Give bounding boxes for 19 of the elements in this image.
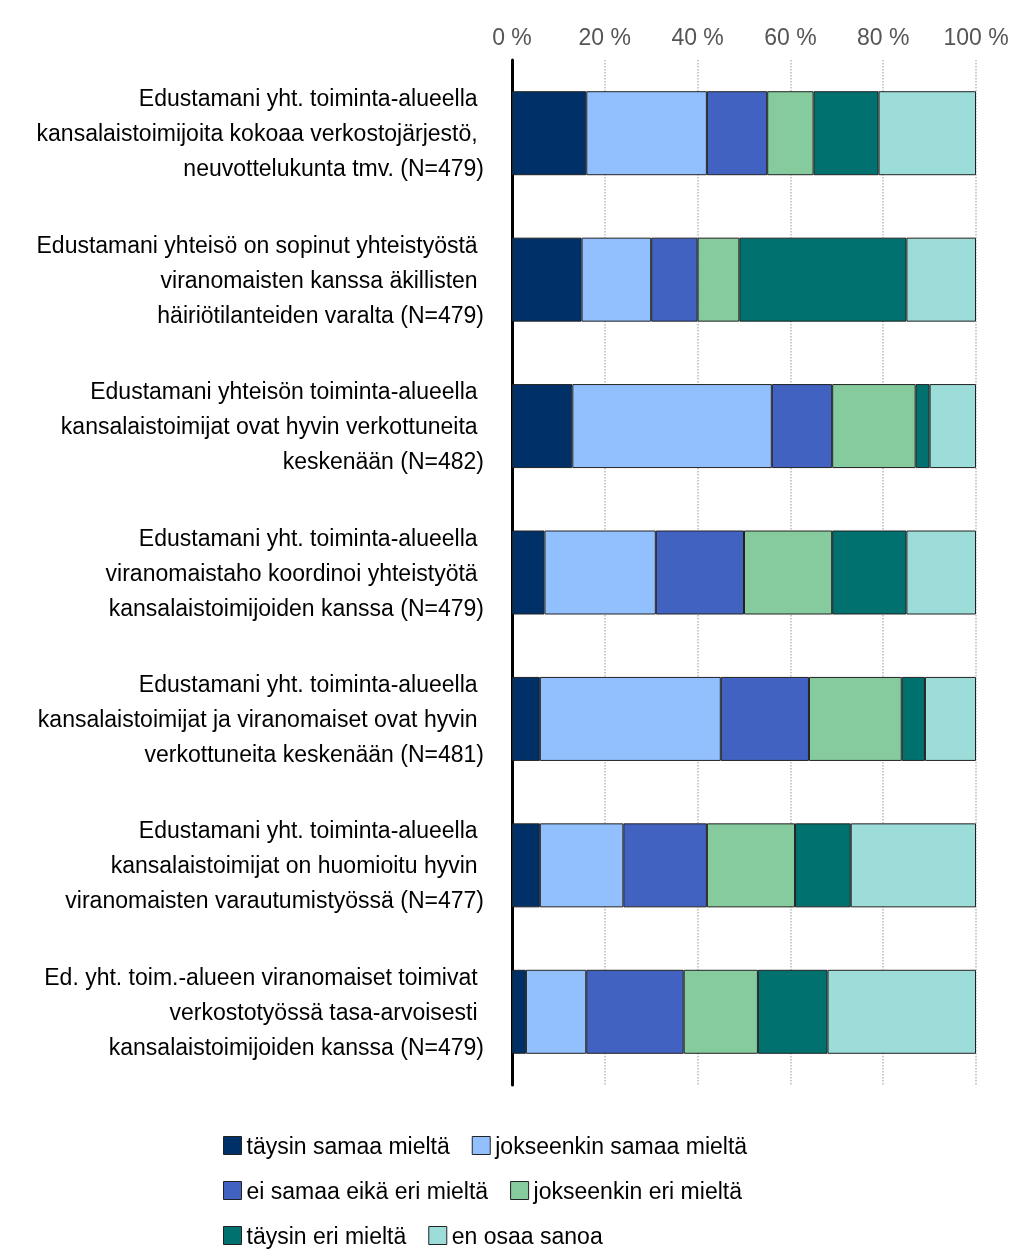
y-tick-label: Edustamani yht. toiminta-alueella kansalaistoimijat on huomioitu hyvin viranomaisten varautumistyössä (N=477) <box>65 817 484 914</box>
y-tick-label: Edustamani yhteisö on sopinut yhteistyöstä viranomaisten kanssa äkillisten häiriötilanteiden varalta (N=479) <box>36 231 484 328</box>
legend-label: en osaa sanoa <box>451 1222 603 1249</box>
x-tick-label: 60 % <box>764 23 817 50</box>
x-tick-label: 80 % <box>856 23 910 50</box>
y-tick-label: Edustamani yht. toiminta-alueella kansalaistoimijoita kokoaa verkostojärjestö, neuvottelukunta tmv. (N=479) <box>36 85 484 182</box>
x-tick-label: 20 % <box>578 23 632 50</box>
legend-label: täysin samaa mieltä <box>246 1132 450 1159</box>
y-tick-label: Ed. yht. toim.-alueen viranomaiset toimivat verkostotyössä tasa-arvoisesti kansalaistoimijoiden kanssa (N=479) <box>44 963 484 1060</box>
x-tick-label: 0 % <box>492 23 532 50</box>
legend-label: täysin eri mieltä <box>246 1222 407 1249</box>
x-tick-label: 40 % <box>671 23 724 50</box>
x-tick-label: 100 % <box>943 23 1009 50</box>
legend-label: jokseenkin samaa mieltä <box>494 1132 748 1159</box>
y-tick-label: Edustamani yht. toiminta-alueella kansalaistoimijat ja viranomaiset ovat hyvin verkottuneita keskenään (N=481) <box>37 670 484 767</box>
legend-label: ei samaa eikä eri mieltä <box>246 1177 489 1204</box>
y-tick-label: Edustamani yhteisön toiminta-alueella kansalaistoimijat ovat hyvin verkottuneita keskenään (N=482) <box>60 378 484 475</box>
legend-label: jokseenkin eri mieltä <box>532 1177 743 1204</box>
y-tick-label: Edustamani yht. toiminta-alueella viranomaistaho koordinoi yhteistyötä kansalaistoimijoiden kanssa (N=479) <box>105 524 484 621</box>
